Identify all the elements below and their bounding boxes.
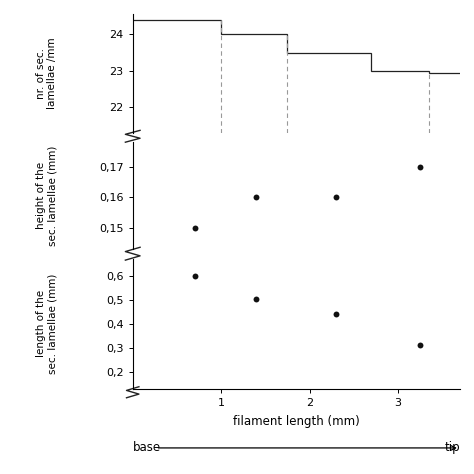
Point	[191, 224, 199, 232]
Y-axis label: length of the
sec. lamellae (mm): length of the sec. lamellae (mm)	[36, 273, 57, 374]
Y-axis label: height of the
sec. lamellae (mm): height of the sec. lamellae (mm)	[36, 146, 57, 246]
Point	[332, 310, 340, 318]
Y-axis label: nr. of sec.
lamellae /mm: nr. of sec. lamellae /mm	[36, 37, 57, 109]
Point	[416, 342, 424, 349]
Point	[253, 193, 260, 201]
Point	[253, 295, 260, 302]
Point	[332, 193, 340, 201]
Point	[191, 272, 199, 280]
Text: base: base	[133, 441, 161, 455]
X-axis label: filament length (mm): filament length (mm)	[233, 415, 360, 428]
Text: tip: tip	[444, 441, 460, 455]
Point	[416, 163, 424, 171]
